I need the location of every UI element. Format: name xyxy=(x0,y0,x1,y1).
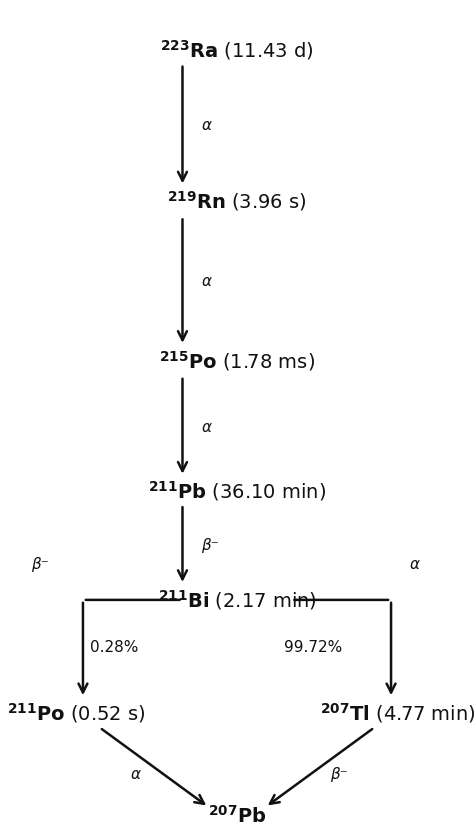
Text: $^{\mathbf{211}}$$\mathbf{Bi}$ (2.17 min): $^{\mathbf{211}}$$\mathbf{Bi}$ (2.17 min… xyxy=(157,588,317,612)
Text: $^{\mathbf{223}}$$\mathbf{Ra}$ (11.43 d): $^{\mathbf{223}}$$\mathbf{Ra}$ (11.43 d) xyxy=(160,39,314,62)
Text: 0.28%: 0.28% xyxy=(90,640,138,655)
Text: α: α xyxy=(201,117,211,133)
Text: α: α xyxy=(410,557,420,572)
Text: $^{\mathbf{215}}$$\mathbf{Po}$ (1.78 ms): $^{\mathbf{215}}$$\mathbf{Po}$ (1.78 ms) xyxy=(159,349,315,373)
Text: β⁻: β⁻ xyxy=(330,767,348,782)
Text: β⁻: β⁻ xyxy=(201,538,219,553)
Text: β⁻: β⁻ xyxy=(31,557,49,572)
Text: $^{\mathbf{207}}$$\mathbf{Pb}$: $^{\mathbf{207}}$$\mathbf{Pb}$ xyxy=(208,805,266,826)
Text: $^{\mathbf{211}}$$\mathbf{Pb}$ (36.10 min): $^{\mathbf{211}}$$\mathbf{Pb}$ (36.10 mi… xyxy=(148,479,326,503)
Text: α: α xyxy=(201,420,211,435)
Text: $^{\mathbf{211}}$$\mathbf{Po}$ (0.52 s): $^{\mathbf{211}}$$\mathbf{Po}$ (0.52 s) xyxy=(7,701,145,725)
Text: α: α xyxy=(130,767,140,782)
Text: $^{\mathbf{207}}$$\mathbf{Tl}$ (4.77 min): $^{\mathbf{207}}$$\mathbf{Tl}$ (4.77 min… xyxy=(320,701,474,725)
Text: 99.72%: 99.72% xyxy=(284,640,343,655)
Text: $^{\mathbf{219}}$$\mathbf{Rn}$ (3.96 s): $^{\mathbf{219}}$$\mathbf{Rn}$ (3.96 s) xyxy=(167,190,307,213)
Text: α: α xyxy=(201,274,211,289)
